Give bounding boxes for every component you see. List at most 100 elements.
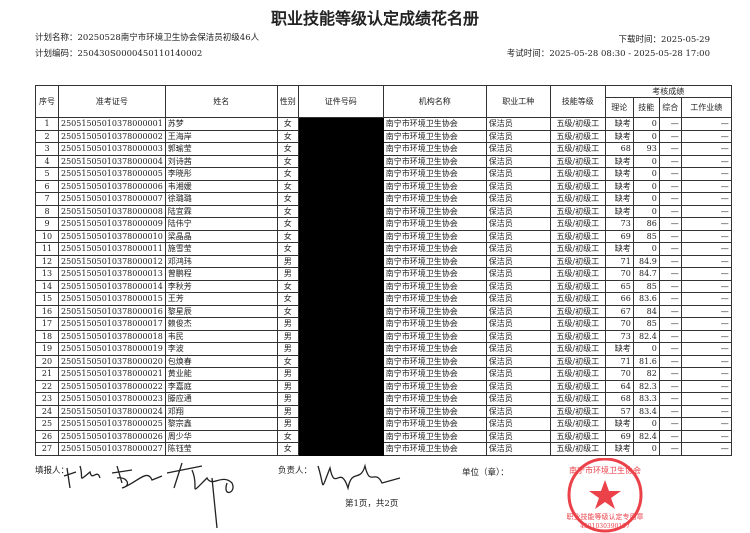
row-no: 4 bbox=[35, 154, 59, 168]
skill-level: 五级/初级工 bbox=[549, 129, 606, 143]
table-row: 24 25051505010378000024 邓翔男 南宁市环境卫生协会 保洁员 五级/… bbox=[35, 404, 732, 418]
name: 滕应通 bbox=[164, 392, 278, 406]
work-score: — bbox=[680, 142, 732, 156]
overall-score: — bbox=[658, 404, 682, 418]
gender: 男 bbox=[276, 392, 299, 406]
org-name: 南宁市环境卫生协会 bbox=[382, 429, 487, 443]
theory-score: 70 bbox=[604, 317, 634, 331]
theory-score: 缺考 bbox=[604, 204, 634, 218]
org-name: 南宁市环境卫生协会 bbox=[382, 254, 487, 268]
table-row: 8 25051505010378000008 陆宜霖女 南宁市环境卫生协会 保洁员 五级/… bbox=[35, 204, 732, 218]
skill-score: 84.7 bbox=[632, 267, 660, 281]
overall-score: — bbox=[658, 217, 682, 231]
job-name: 保洁员 bbox=[485, 317, 551, 331]
gender: 男 bbox=[276, 267, 299, 281]
plan-name-label: 计划名称： bbox=[35, 33, 78, 43]
plan-name-value: 20250528南宁市环境卫生协会保洁员初级46人 bbox=[77, 33, 260, 43]
header-id: 证件号码 bbox=[297, 85, 384, 118]
org-name: 南宁市环境卫生协会 bbox=[382, 292, 487, 306]
work-score: — bbox=[680, 217, 732, 231]
plan-name: 计划名称：20250528南宁市环境卫生协会保洁员初级46人 bbox=[35, 31, 259, 43]
overall-score: — bbox=[658, 354, 682, 368]
overall-score: — bbox=[658, 429, 682, 443]
skill-level: 五级/初级工 bbox=[549, 117, 606, 131]
filler-label: 填报人： bbox=[35, 466, 70, 476]
theory-score: 缺考 bbox=[604, 167, 634, 181]
theory-score: 70 bbox=[604, 367, 634, 381]
org-name: 南宁市环境卫生协会 bbox=[382, 417, 487, 431]
theory-score: 缺考 bbox=[604, 242, 634, 256]
name: 包焕春 bbox=[164, 354, 278, 368]
work-score: — bbox=[680, 267, 732, 281]
row-no: 22 bbox=[35, 379, 59, 393]
header-scores: 考核成绩 bbox=[604, 85, 732, 98]
work-score: — bbox=[680, 254, 732, 268]
overall-score: — bbox=[658, 167, 682, 181]
table-row: 23 25051505010378000023 滕应通男 南宁市环境卫生协会 保洁员 五级… bbox=[35, 392, 732, 406]
theory-score: 68 bbox=[604, 142, 634, 156]
id-number-redacted bbox=[297, 179, 384, 193]
name: 王芳 bbox=[164, 292, 278, 306]
overall-score: — bbox=[658, 317, 682, 331]
work-score: — bbox=[680, 229, 732, 243]
skill-level: 五级/初级工 bbox=[549, 304, 606, 318]
overall-score: — bbox=[658, 342, 682, 356]
work-score: — bbox=[680, 429, 732, 443]
id-number-redacted bbox=[297, 154, 384, 168]
table-row: 18 25051505010378000018 韦民男 南宁市环境卫生协会 保洁员 五级/… bbox=[35, 329, 732, 343]
name: 施雪莹 bbox=[164, 242, 278, 256]
work-score: — bbox=[680, 204, 732, 218]
gender: 女 bbox=[276, 167, 299, 181]
job-name: 保洁员 bbox=[485, 142, 551, 156]
job-name: 保洁员 bbox=[485, 417, 551, 431]
org-name: 南宁市环境卫生协会 bbox=[382, 304, 487, 318]
table-row: 20 25051505010378000020 包焕春女 南宁市环境卫生协会 保洁员 五级… bbox=[35, 354, 732, 368]
gender: 女 bbox=[276, 142, 299, 156]
org-name: 南宁市环境卫生协会 bbox=[382, 167, 487, 181]
id-number-redacted bbox=[297, 142, 384, 156]
name: 黎宗鑫 bbox=[164, 417, 278, 431]
header-ticket: 准考证号 bbox=[58, 85, 166, 118]
skill-level: 五级/初级工 bbox=[549, 329, 606, 343]
gender: 女 bbox=[276, 279, 299, 293]
id-number-redacted bbox=[297, 217, 384, 231]
id-number-redacted bbox=[297, 404, 384, 418]
id-number-redacted bbox=[297, 242, 384, 256]
skill-score: 85 bbox=[632, 317, 660, 331]
name: 陆宜霖 bbox=[164, 204, 278, 218]
row-no: 15 bbox=[35, 292, 59, 306]
name: 陈钰莹 bbox=[164, 442, 278, 456]
skill-level: 五级/初级工 bbox=[549, 292, 606, 306]
skill-level: 五级/初级工 bbox=[549, 267, 606, 281]
org-name: 南宁市环境卫生协会 bbox=[382, 329, 487, 343]
org-name: 南宁市环境卫生协会 bbox=[382, 317, 487, 331]
id-number-redacted bbox=[297, 367, 384, 381]
header-overall: 综合 bbox=[658, 97, 682, 118]
ticket-number: 25051505010378000020 bbox=[58, 354, 166, 368]
theory-score: 69 bbox=[604, 229, 634, 243]
id-number-redacted bbox=[297, 229, 384, 243]
work-score: — bbox=[680, 442, 732, 456]
org-name: 南宁市环境卫生协会 bbox=[382, 192, 487, 206]
skill-level: 五级/初级工 bbox=[549, 279, 606, 293]
row-no: 9 bbox=[35, 217, 59, 231]
ticket-number: 25051505010378000025 bbox=[58, 417, 166, 431]
theory-score: 缺考 bbox=[604, 417, 634, 431]
org-name: 南宁市环境卫生协会 bbox=[382, 179, 487, 193]
id-number-redacted bbox=[297, 379, 384, 393]
work-score: — bbox=[680, 242, 732, 256]
theory-score: 73 bbox=[604, 217, 634, 231]
id-number-redacted bbox=[297, 279, 384, 293]
row-no: 11 bbox=[35, 242, 59, 256]
gender: 男 bbox=[276, 404, 299, 418]
name: 王海岸 bbox=[164, 129, 278, 143]
skill-score: 82 bbox=[632, 367, 660, 381]
skill-score: 0 bbox=[632, 242, 660, 256]
skill-score: 82.4 bbox=[632, 329, 660, 343]
stamp-text: 职业技能等级认定专用章 bbox=[567, 512, 644, 521]
overall-score: — bbox=[658, 267, 682, 281]
theory-score: 69 bbox=[604, 429, 634, 443]
header-name: 姓名 bbox=[164, 85, 278, 118]
job-name: 保洁员 bbox=[485, 254, 551, 268]
overall-score: — bbox=[658, 304, 682, 318]
